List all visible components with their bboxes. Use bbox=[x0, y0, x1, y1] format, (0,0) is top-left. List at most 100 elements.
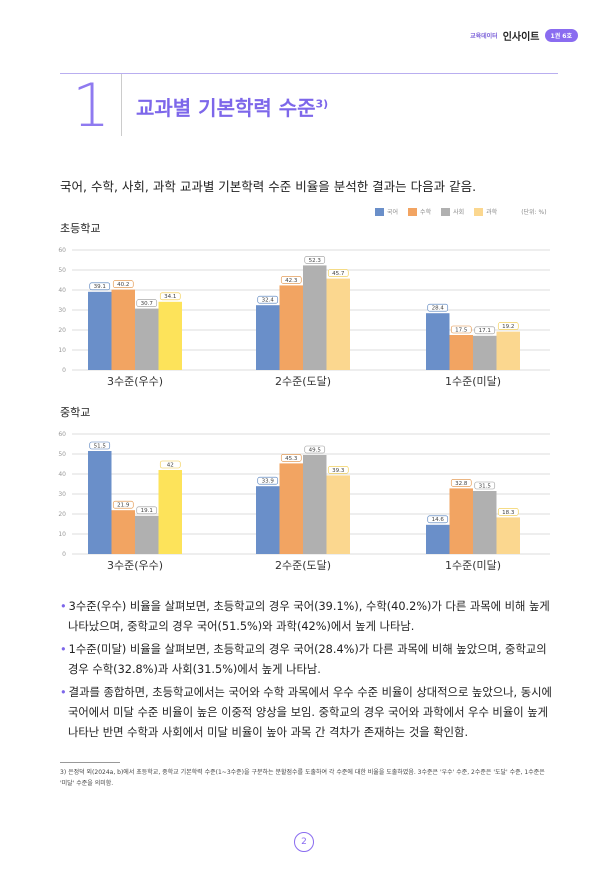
data-label-box bbox=[159, 292, 181, 301]
bar bbox=[135, 308, 159, 370]
chart-title-middle: 중학교 bbox=[60, 406, 91, 419]
legend-swatch bbox=[408, 207, 418, 216]
unit-label: (단위: %) bbox=[521, 209, 547, 216]
bar bbox=[88, 291, 112, 370]
bar bbox=[158, 470, 182, 554]
data-label-box bbox=[474, 326, 496, 335]
legend-label: 수학 bbox=[420, 209, 432, 216]
page-number: 2 bbox=[294, 832, 314, 852]
data-label: 34.1 bbox=[164, 294, 176, 300]
bullet-item: • 3수준(우수) 비율을 살펴보면, 초등학교의 경우 국어(39.1%), 수… bbox=[60, 600, 550, 633]
data-label-box bbox=[89, 282, 111, 291]
y-tick-label: 20 bbox=[58, 511, 66, 518]
legend-swatch bbox=[474, 207, 484, 216]
x-tick-label: 3수준(우수) bbox=[107, 559, 163, 572]
chart-title-elementary: 초등학교 bbox=[60, 222, 101, 235]
bar bbox=[256, 305, 280, 370]
legend-item: 사회 bbox=[441, 207, 464, 216]
bar bbox=[158, 301, 182, 370]
data-label: 31.5 bbox=[479, 483, 492, 489]
chart-legend: 국어 수학 사회 과학 (단위: %) bbox=[375, 207, 547, 216]
data-label-box bbox=[474, 481, 496, 490]
divider bbox=[121, 74, 122, 136]
y-tick-label: 40 bbox=[58, 471, 66, 478]
data-label-box bbox=[497, 322, 519, 330]
y-tick-label: 60 bbox=[58, 431, 66, 438]
bar bbox=[135, 515, 159, 554]
bar bbox=[449, 335, 473, 370]
bar bbox=[449, 488, 473, 554]
bar bbox=[473, 335, 497, 370]
x-tick-label: 2수준(도달) bbox=[275, 375, 331, 388]
y-tick-label: 0 bbox=[62, 367, 66, 374]
bar bbox=[326, 475, 350, 554]
data-label: 18.3 bbox=[502, 510, 515, 516]
data-label: 19.2 bbox=[502, 324, 514, 330]
data-label-box bbox=[450, 479, 472, 487]
data-label: 39.3 bbox=[332, 468, 345, 474]
section-number: 1 bbox=[72, 71, 111, 141]
y-tick-label: 50 bbox=[58, 451, 66, 458]
data-label-box bbox=[280, 276, 302, 284]
legend-label: 사회 bbox=[453, 209, 465, 216]
data-label: 51.5 bbox=[94, 443, 107, 449]
legend-label: 국어 bbox=[387, 209, 399, 216]
bar bbox=[256, 486, 280, 554]
y-tick-label: 20 bbox=[58, 327, 66, 334]
data-label: 17.1 bbox=[479, 328, 491, 334]
chart-middle: 0 10 20 30 40 50 60 3수준(우수) 51.5 21.9 19.1 42 2수준(도달… bbox=[58, 431, 550, 572]
bar bbox=[279, 463, 303, 554]
section-title-text: 교과별 기본학력 수준 bbox=[136, 96, 316, 120]
data-label: 45.7 bbox=[332, 271, 345, 277]
data-label: 32.8 bbox=[455, 481, 468, 487]
y-tick-label: 50 bbox=[58, 267, 66, 274]
data-label-box bbox=[112, 500, 134, 509]
data-label-box bbox=[280, 454, 302, 462]
footnote: 3) 은정덕 외(2024a, b)에서 초등학교, 중학교 기본학력 수준(1… bbox=[60, 769, 545, 787]
bullet-item: • 1수준(미달) 비율을 살펴보면, 초등학교의 경우 국어(28.4%)가 다… bbox=[60, 643, 547, 676]
data-label-box bbox=[450, 325, 472, 334]
y-tick-label: 30 bbox=[58, 491, 66, 498]
data-label: 30.7 bbox=[141, 301, 154, 307]
data-label-box bbox=[112, 280, 134, 288]
data-label-box bbox=[497, 508, 519, 516]
y-tick-label: 30 bbox=[58, 307, 66, 314]
bar bbox=[303, 265, 327, 370]
data-label-box bbox=[427, 515, 449, 524]
data-label-box bbox=[304, 445, 326, 454]
legend-swatch bbox=[375, 207, 384, 216]
y-tick-label: 0 bbox=[62, 551, 66, 558]
legend-item: 과학 bbox=[474, 207, 497, 216]
bar bbox=[111, 289, 135, 370]
legend-item: 수학 bbox=[408, 207, 431, 216]
y-tick-label: 60 bbox=[58, 247, 66, 254]
data-label-box bbox=[427, 303, 449, 312]
bar bbox=[326, 278, 350, 370]
y-tick-label: 40 bbox=[58, 287, 66, 294]
bar bbox=[473, 491, 497, 554]
bar bbox=[496, 331, 520, 370]
bullet-text: 결과를 종합하면, 초등학교에서는 국어와 수학 과목에서 우수 수준 비율이 … bbox=[68, 686, 552, 739]
bar bbox=[111, 510, 135, 554]
bar bbox=[496, 517, 520, 554]
bullet-list: • 3수준(우수) 비율을 살펴보면, 초등학교의 경우 국어(39.1%), 수… bbox=[60, 597, 552, 746]
legend-item: 국어 bbox=[375, 207, 398, 216]
data-label: 32.4 bbox=[262, 298, 275, 304]
legend-swatch bbox=[441, 207, 451, 216]
x-tick-label: 1수준(미달) bbox=[445, 559, 501, 572]
data-label: 33.9 bbox=[262, 479, 275, 485]
bar bbox=[303, 455, 327, 554]
x-tick-label: 2수준(도달) bbox=[275, 559, 331, 572]
data-label-box bbox=[136, 506, 158, 515]
footnote-divider bbox=[60, 762, 120, 763]
x-tick-label: 3수준(우수) bbox=[107, 375, 163, 388]
data-label-box bbox=[257, 476, 279, 485]
header: 교육데이터 인사이트 1권 6호 bbox=[470, 28, 578, 43]
intro-text: 국어, 수학, 사회, 과학 교과별 기본학력 수준 비율을 분석한 결과는 다… bbox=[60, 179, 477, 194]
data-label: 19.1 bbox=[141, 508, 153, 514]
bullet-text: 1수준(미달) 비율을 살펴보면, 초등학교의 경우 국어(28.4%)가 다른… bbox=[68, 643, 547, 676]
divider bbox=[60, 73, 558, 74]
bar bbox=[426, 524, 450, 554]
data-label: 42.3 bbox=[285, 278, 298, 284]
